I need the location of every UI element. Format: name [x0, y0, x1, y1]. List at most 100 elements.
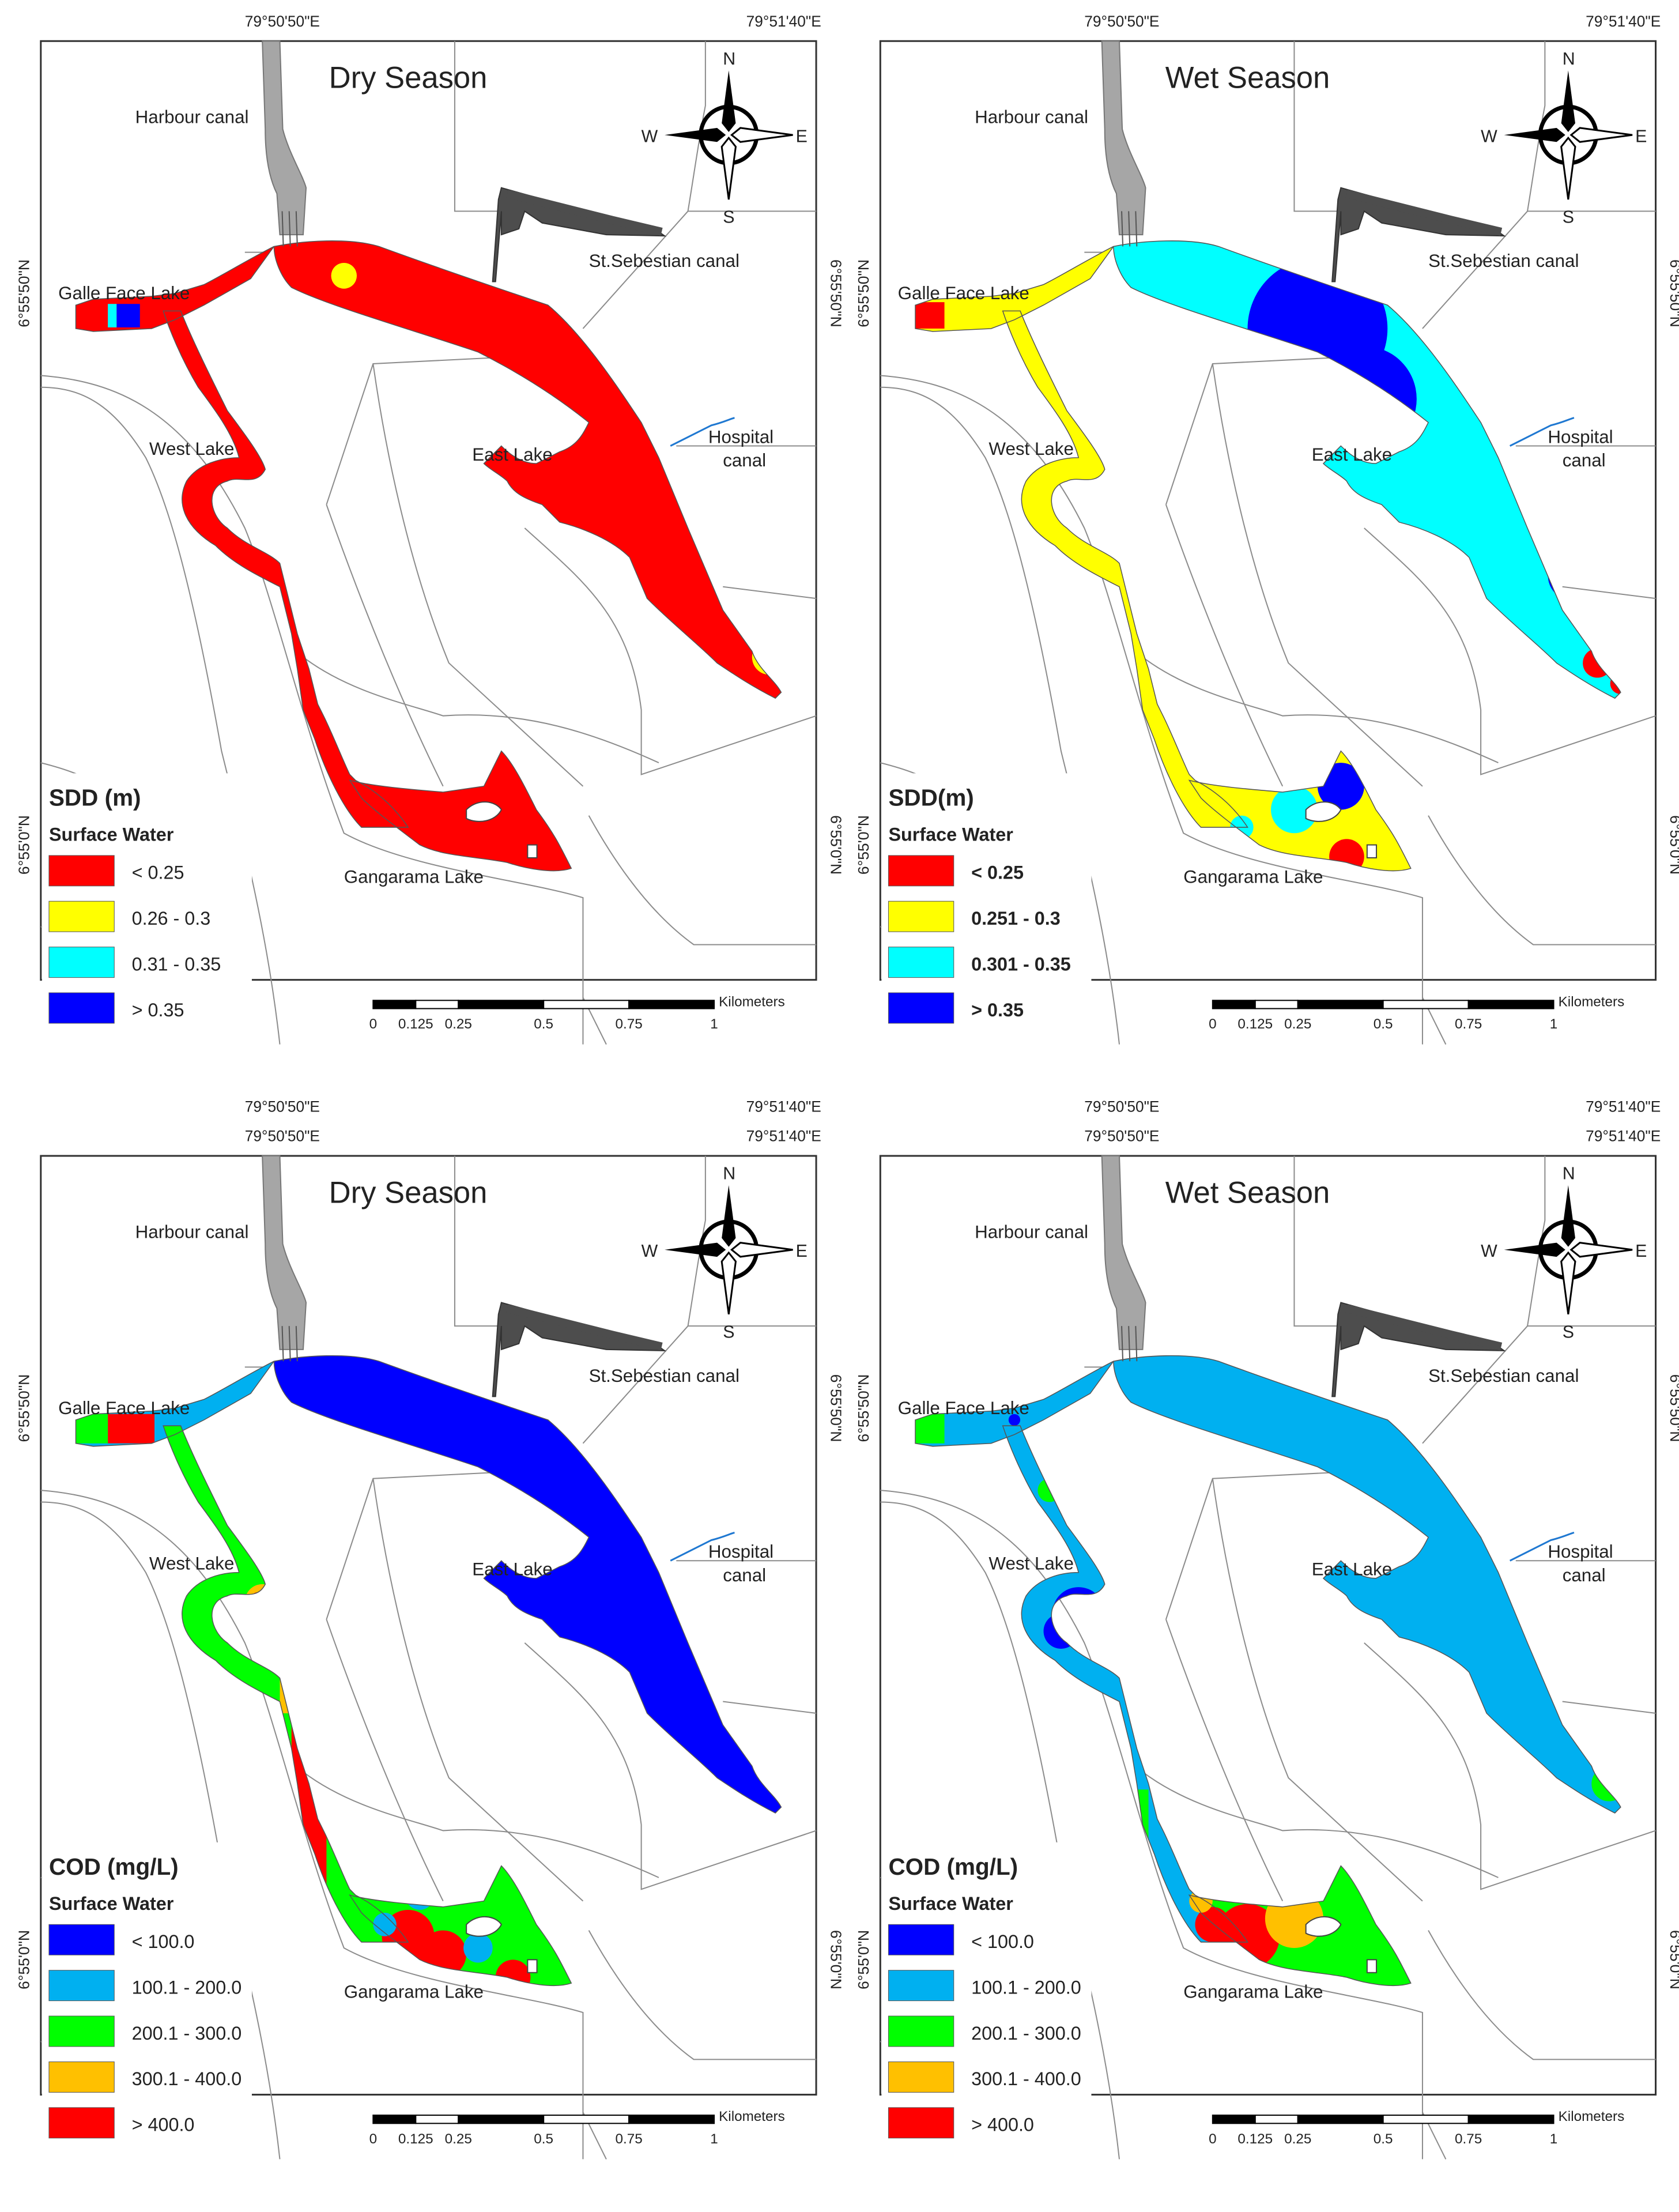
legend-subtitle: Surface Water	[888, 1893, 1013, 1914]
water-zone	[108, 304, 117, 327]
canal-gate-line	[1135, 1326, 1138, 1362]
legend-swatch	[888, 2015, 954, 2047]
road-line	[1364, 527, 1656, 775]
scale-tick-label: 0.75	[615, 1016, 642, 1032]
compass-s: S	[1563, 208, 1574, 227]
road-line	[880, 375, 1423, 1045]
canal-gate-line	[1128, 1326, 1131, 1362]
label-canal: canal	[1563, 450, 1606, 470]
road-line	[372, 1478, 584, 1902]
road-line	[880, 386, 1120, 1045]
coord-right-top-lat: 6°55'50"N	[1667, 259, 1679, 327]
legend-label: < 100.0	[971, 1931, 1034, 1952]
coord-right-top-lat: 6°55'50"N	[827, 1374, 844, 1442]
harbour-canal-shape	[262, 40, 307, 236]
compass-w: W	[1481, 126, 1497, 146]
label-harbour-canal: Harbour canal	[135, 107, 249, 127]
water-zone	[1008, 1414, 1021, 1426]
coord-left-top-lat: 6°55'50"N	[855, 259, 872, 327]
scale-tick-label: 0.25	[1284, 1016, 1311, 1032]
island	[466, 801, 503, 822]
legend-label: < 0.25	[971, 862, 1024, 883]
water-zone	[1270, 786, 1318, 834]
harbour-canal-shape	[1101, 40, 1146, 236]
legend-label: < 100.0	[132, 1931, 195, 1952]
legend-label: 0.26 - 0.3	[132, 908, 211, 929]
canal-gate-line	[1121, 211, 1124, 247]
road-line	[588, 1930, 817, 2060]
coord-bottom-left-lon: 79°50'50"E	[245, 1098, 320, 1116]
road-line	[1562, 586, 1656, 600]
scale-tick-label: 0.25	[445, 2131, 472, 2147]
legend-label: > 400.0	[132, 2114, 195, 2135]
st-sebastian-canal-channel	[506, 1304, 663, 1351]
road-line	[40, 386, 281, 1045]
compass-n: N	[1563, 1164, 1575, 1184]
road-line	[40, 375, 584, 1045]
road-line	[1212, 363, 1423, 787]
canal-gate-line	[1135, 211, 1138, 247]
scale-tick-label: 0.5	[534, 2131, 553, 2147]
legend-swatch	[888, 900, 954, 932]
coord-top-right-lon: 79°51'40"E	[746, 1127, 821, 1144]
coord-bottom-left-lon: 79°50'50"E	[1084, 1098, 1159, 1116]
legend-title: COD (mg/L)	[888, 1853, 1018, 1880]
legend-title: SDD(m)	[888, 784, 974, 811]
road-line	[1165, 1472, 1330, 1620]
panel-title: Wet Season	[1165, 1175, 1330, 1209]
scale-tick-label: 0.125	[398, 2131, 433, 2147]
canal-gate-line	[288, 211, 291, 247]
scale-tick-label: 0.125	[1237, 2131, 1273, 2147]
scale-segment	[1382, 1000, 1469, 1009]
label-hospital: Hospital	[1548, 1542, 1613, 1562]
legend-swatch	[48, 900, 115, 932]
scale-tick-label: 0.75	[1455, 2131, 1482, 2147]
label-hospital: Hospital	[708, 1542, 774, 1562]
scale-tick-label: 0.25	[1284, 2131, 1311, 2147]
panel-title: Dry Season	[329, 61, 488, 95]
label-galle-face-lake: Galle Face Lake	[898, 1398, 1029, 1418]
road-line	[723, 1701, 817, 1714]
map-panel: Wet Season Harbour canal St.Sebestian cana…	[855, 1127, 1679, 2162]
road-line	[1212, 1478, 1423, 1902]
legend-swatch	[48, 1970, 115, 2002]
road-line	[524, 1642, 817, 1890]
road-line	[582, 1325, 817, 1444]
road-line	[1165, 357, 1330, 505]
legend-subtitle: Surface Water	[888, 824, 1013, 845]
road-line	[1142, 1771, 1499, 1878]
coord-top-left-lon: 79°50'50"E	[1084, 13, 1159, 30]
compass-s: S	[1563, 1322, 1574, 1341]
legend-subtitle: Surface Water	[49, 1893, 174, 1914]
coord-top-right-lon: 79°51'40"E	[1586, 13, 1661, 30]
compass-w: W	[1481, 1241, 1497, 1261]
label-harbour-canal: Harbour canal	[975, 107, 1088, 127]
coord-right-bottom-lat: 6°55'0"N	[1667, 1930, 1679, 1989]
label-gangarama-lake: Gangarama Lake	[1183, 1981, 1323, 2002]
coord-top-left-lon: 79°50'50"E	[1084, 1127, 1159, 1144]
coord-left-bottom-lat: 6°55'0"N	[855, 815, 872, 875]
label-st-sebastian-canal: St.Sebestian canal	[589, 251, 739, 271]
scale-unit-label: Kilometers	[1559, 994, 1625, 1009]
road-line	[588, 815, 817, 945]
road-line	[1422, 1325, 1656, 1444]
legend-label: 200.1 - 300.0	[132, 2023, 242, 2044]
legend-label: 0.31 - 0.35	[132, 954, 221, 974]
legend-swatch	[888, 1970, 954, 2002]
legend-swatch	[888, 992, 954, 1024]
water-zone	[76, 1414, 108, 1444]
water-zone	[915, 302, 945, 329]
scale-tick-label: 1	[710, 2131, 718, 2147]
legend-label: 300.1 - 400.0	[971, 2068, 1081, 2089]
label-gangarama-lake: Gangarama Lake	[344, 1981, 484, 2002]
label-galle-face-lake: Galle Face Lake	[898, 283, 1029, 303]
compass-e: E	[1635, 126, 1647, 146]
label-canal: canal	[723, 450, 766, 470]
water-zone	[331, 262, 357, 289]
scale-segment	[415, 1000, 459, 1009]
island	[1305, 801, 1342, 822]
